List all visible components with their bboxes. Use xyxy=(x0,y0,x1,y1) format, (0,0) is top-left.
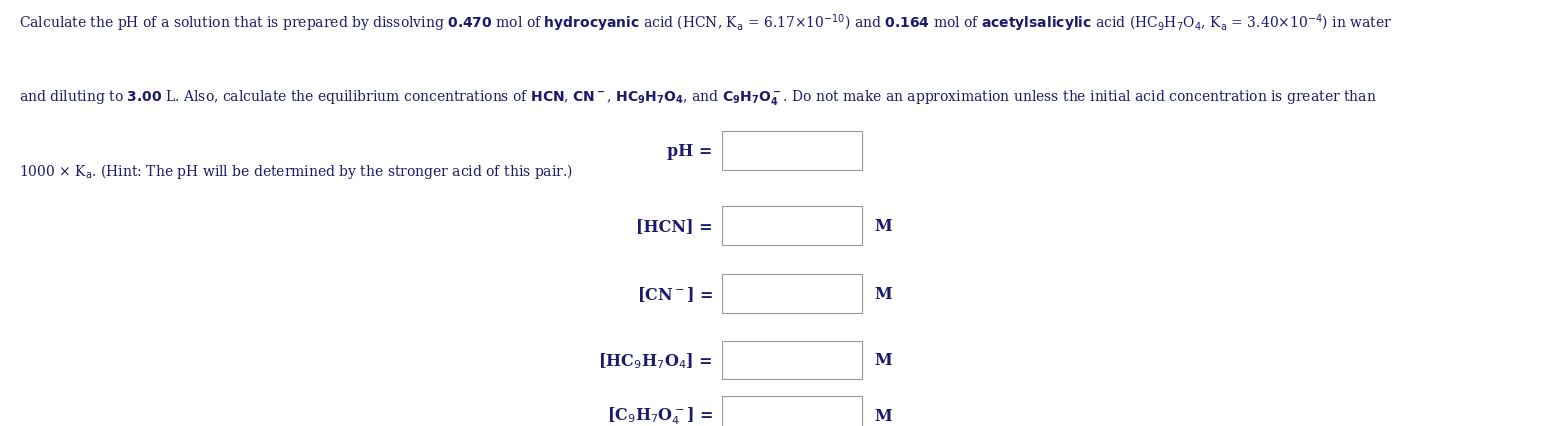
FancyBboxPatch shape xyxy=(722,207,862,245)
Text: 1000 × K$_\mathrm{a}$. (Hint: The pH will be determined by the stronger acid of : 1000 × K$_\mathrm{a}$. (Hint: The pH wil… xyxy=(19,162,573,181)
Text: [HCN] =: [HCN] = xyxy=(637,217,713,234)
Text: M: M xyxy=(874,407,891,424)
Text: Calculate the pH of a solution that is prepared by dissolving $\mathbf{0.470}$ m: Calculate the pH of a solution that is p… xyxy=(19,13,1391,35)
FancyBboxPatch shape xyxy=(722,132,862,170)
Text: M: M xyxy=(874,285,891,302)
FancyBboxPatch shape xyxy=(722,396,862,426)
Text: M: M xyxy=(874,217,891,234)
Text: pH =: pH = xyxy=(668,143,713,160)
FancyBboxPatch shape xyxy=(722,341,862,379)
FancyBboxPatch shape xyxy=(722,275,862,313)
Text: [CN$^-$] =: [CN$^-$] = xyxy=(637,285,713,303)
Text: [C$_9$H$_7$O$_4^-$] =: [C$_9$H$_7$O$_4^-$] = xyxy=(607,405,713,426)
Text: and diluting to $\mathbf{3.00}$ L. Also, calculate the equilibrium concentration: and diluting to $\mathbf{3.00}$ L. Also,… xyxy=(19,87,1376,106)
Text: [HC$_9$H$_7$O$_4$] =: [HC$_9$H$_7$O$_4$] = xyxy=(598,350,713,370)
Text: M: M xyxy=(874,351,891,368)
